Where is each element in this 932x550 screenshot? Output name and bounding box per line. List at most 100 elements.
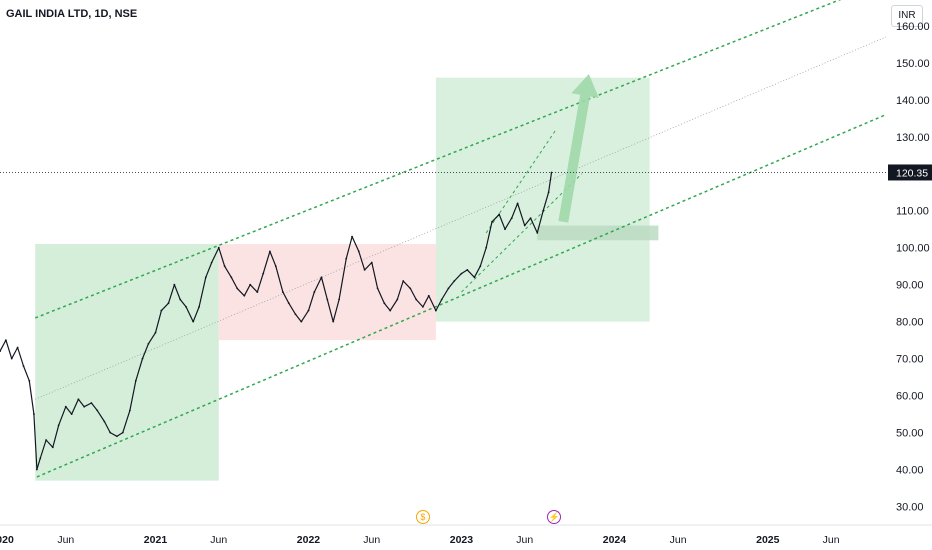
price-point xyxy=(421,305,424,308)
price-point xyxy=(236,287,239,290)
price-point xyxy=(383,302,386,305)
x-tick-label: 2023 xyxy=(450,534,474,546)
price-point xyxy=(45,439,48,441)
price-point xyxy=(504,228,506,231)
price-point xyxy=(83,405,86,408)
x-tick-label: 2024 xyxy=(603,534,627,546)
price-point xyxy=(57,424,60,427)
price-point xyxy=(262,272,265,275)
price-point xyxy=(510,217,513,220)
price-point xyxy=(376,287,379,290)
green-zone-2 xyxy=(435,77,650,322)
currency-button[interactable]: INR xyxy=(891,5,923,27)
price-point xyxy=(129,409,131,412)
price-point xyxy=(550,171,553,174)
price-point xyxy=(39,457,42,460)
y-tick-label: 80.00 xyxy=(896,317,924,329)
price-point xyxy=(230,276,233,279)
x-tick-label: Jun xyxy=(516,534,533,546)
y-tick-label: 30.00 xyxy=(896,502,924,514)
price-point xyxy=(173,283,176,286)
price-point xyxy=(357,250,360,253)
x-tick-label: Jun xyxy=(670,534,687,546)
x-tick-label: Jun xyxy=(363,534,380,546)
price-point xyxy=(345,257,348,260)
y-tick-label: 40.00 xyxy=(896,465,924,477)
channel-upper-line xyxy=(34,0,842,319)
price-point xyxy=(64,405,67,408)
mini-channel-lower xyxy=(461,173,583,293)
price-point xyxy=(281,291,284,293)
price-point xyxy=(523,224,526,227)
price-point xyxy=(217,246,220,249)
price-point xyxy=(338,298,340,301)
price-point xyxy=(389,309,392,312)
x-tick-label: 2022 xyxy=(297,534,321,546)
price-point xyxy=(256,291,259,293)
price-point xyxy=(0,350,1,353)
price-point xyxy=(415,298,418,301)
y-tick-label: 70.00 xyxy=(896,354,924,366)
price-point xyxy=(498,213,501,216)
target-arrow xyxy=(558,73,599,223)
y-tick-label: 100.00 xyxy=(896,243,930,255)
price-point xyxy=(223,265,226,268)
price-point xyxy=(269,250,271,253)
y-tick-label: 50.00 xyxy=(896,428,924,440)
price-point xyxy=(147,342,150,345)
green-zone-1 xyxy=(35,244,219,481)
x-tick-label: Jun xyxy=(210,534,227,546)
price-point xyxy=(466,268,469,271)
price-point xyxy=(77,398,80,401)
dividend-icon[interactable]: $ xyxy=(415,510,430,524)
price-point xyxy=(473,276,476,279)
x-tick-label: 2020 xyxy=(0,534,14,546)
price-series-line xyxy=(0,172,553,471)
price-point xyxy=(179,298,182,301)
price-point xyxy=(10,357,13,360)
channel-mid-line xyxy=(35,36,887,400)
last-price-tag xyxy=(888,164,932,181)
price-point xyxy=(116,435,118,438)
price-point xyxy=(485,246,488,249)
y-tick-label: 160.00 xyxy=(896,21,930,33)
price-point xyxy=(320,276,323,279)
chart-title: GAIL INDIA LTD, 1D, NSE xyxy=(6,8,138,20)
price-point xyxy=(402,280,405,282)
price-point xyxy=(51,446,54,449)
price-point xyxy=(198,305,200,308)
price-point xyxy=(351,235,353,238)
channel-lower-line xyxy=(36,113,887,478)
price-point xyxy=(204,276,207,279)
price-point xyxy=(453,280,456,282)
price-point xyxy=(33,413,35,415)
price-point xyxy=(96,409,99,412)
price-point xyxy=(294,313,297,316)
y-tick-label: 130.00 xyxy=(896,132,930,144)
price-point xyxy=(516,202,519,205)
price-point xyxy=(210,261,213,264)
price-point xyxy=(192,320,195,323)
price-point xyxy=(185,305,187,308)
price-point xyxy=(427,294,430,297)
price-point xyxy=(4,339,7,342)
price-point xyxy=(154,331,157,334)
y-tick-label: 90.00 xyxy=(896,280,924,292)
price-point xyxy=(434,309,437,312)
price-point xyxy=(249,283,252,286)
price-point xyxy=(529,217,532,220)
price-point xyxy=(440,298,443,301)
price-point xyxy=(103,420,106,423)
price-point xyxy=(370,261,373,264)
x-tick-label: Jun xyxy=(823,534,840,546)
price-point xyxy=(35,468,38,471)
price-point xyxy=(28,379,31,382)
x-tick-label: 2025 xyxy=(756,534,780,546)
price-point xyxy=(313,291,316,293)
earnings-icon[interactable]: ⚡ xyxy=(547,510,562,524)
red-zone xyxy=(218,244,436,341)
price-point xyxy=(547,191,550,194)
price-point xyxy=(326,298,329,301)
price-point xyxy=(287,302,290,305)
